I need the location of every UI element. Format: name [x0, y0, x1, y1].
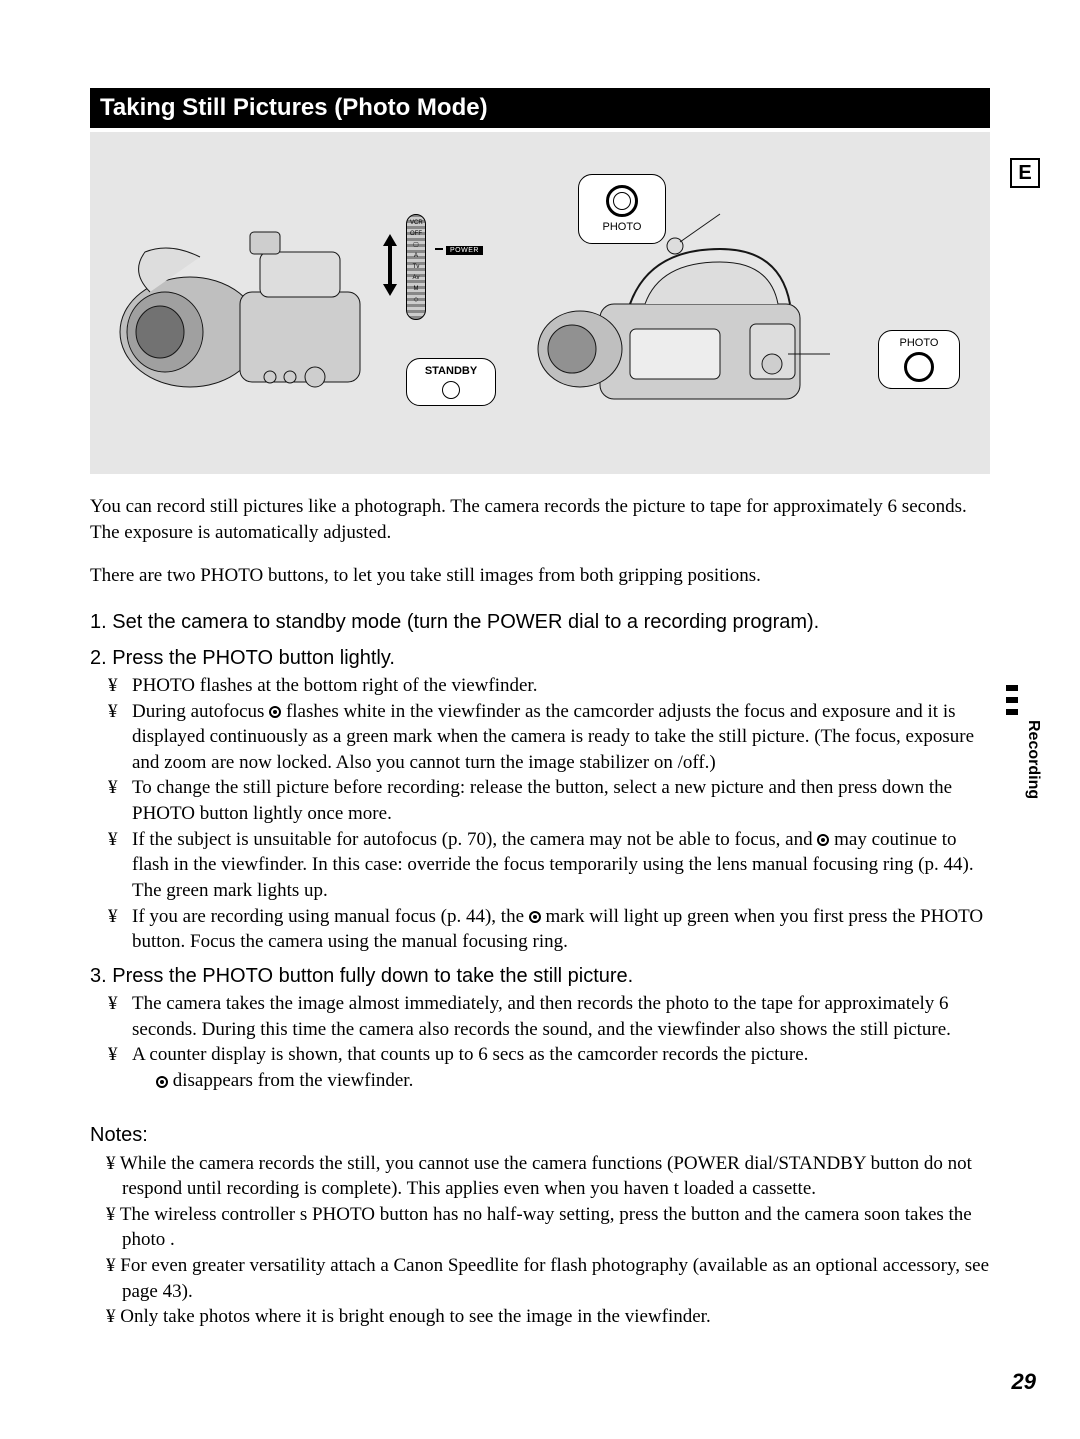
photo-top-callout: PHOTO: [578, 174, 666, 244]
step-3-bullets: The camera takes the image almost immedi…: [90, 991, 990, 1094]
diagram-area: VCROFF▢ATvAvM◇ POWER STANDBY PHOTO PHO: [90, 132, 990, 474]
standby-button-icon: [442, 381, 460, 399]
page-title: Taking Still Pictures (Photo Mode): [90, 88, 990, 128]
focus-mark-icon: [817, 834, 829, 846]
power-label: POWER: [446, 246, 483, 255]
list-item: PHOTO flashes at the bottom right of the…: [132, 673, 990, 699]
intro-paragraph-1: You can record still pictures like a pho…: [90, 494, 990, 545]
list-item: If the subject is unsuitable for autofoc…: [132, 827, 990, 904]
notes-heading: Notes:: [90, 1124, 990, 1147]
step-1-heading: 1. Set the camera to standby mode (turn …: [90, 607, 990, 637]
list-item: If you are recording using manual focus …: [132, 904, 990, 955]
step-3-heading: 3. Press the PHOTO button fully down to …: [90, 961, 990, 991]
focus-mark-icon: [529, 911, 541, 923]
list-item: For even greater versatility attach a Ca…: [106, 1253, 990, 1304]
sub-item: disappears from the viewfinder.: [132, 1068, 990, 1094]
step-2-heading: 2. Press the PHOTO button lightly.: [90, 643, 990, 673]
list-item: The camera takes the image almost immedi…: [132, 991, 990, 1042]
list-item: Only take photos where it is bright enou…: [106, 1304, 990, 1330]
photo-side-label: PHOTO: [900, 337, 939, 349]
focus-mark-icon: [156, 1076, 168, 1088]
standby-callout: STANDBY: [406, 358, 496, 406]
camera-right-illustration: [520, 194, 850, 434]
notes-list: While the camera records the still, you …: [90, 1151, 990, 1330]
photo-side-callout: PHOTO: [878, 330, 960, 389]
list-item: The wireless controller s PHOTO button h…: [106, 1202, 990, 1253]
photo-button-side-icon: [904, 352, 934, 382]
focus-mark-icon: [269, 706, 281, 718]
step-2-bullets: PHOTO flashes at the bottom right of the…: [90, 673, 990, 955]
list-item: While the camera records the still, you …: [106, 1151, 990, 1202]
power-tick: [435, 248, 443, 250]
list-item: During autofocus flashes white in the vi…: [132, 699, 990, 776]
page-content: Taking Still Pictures (Photo Mode) VCROF…: [0, 0, 1080, 1380]
list-item: To change the still picture before recor…: [132, 775, 990, 826]
intro-paragraph-2: There are two PHOTO buttons, to let you …: [90, 563, 990, 589]
updown-arrow-icon: [383, 234, 397, 296]
standby-label: STANDBY: [425, 365, 477, 377]
photo-button-top-icon: [606, 185, 638, 217]
dial-position-labels: VCROFF▢ATvAvM◇: [410, 218, 422, 306]
camera-left-illustration: [110, 202, 400, 432]
photo-top-label: PHOTO: [603, 221, 642, 233]
list-item: A counter display is shown, that counts …: [132, 1042, 990, 1093]
